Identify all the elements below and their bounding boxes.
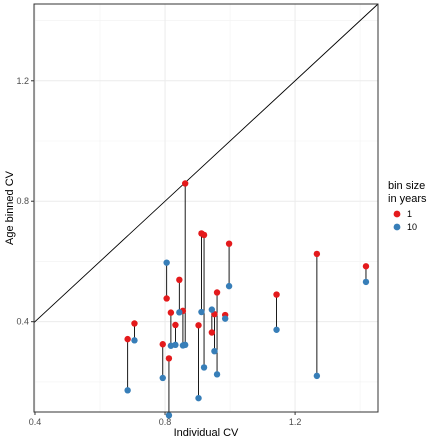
- data-point-series-10: [176, 309, 183, 316]
- x-tick-label: 0.8: [159, 417, 172, 427]
- data-point-series-1: [225, 240, 233, 247]
- y-tick-label: 0.8: [16, 196, 29, 206]
- data-point-series-1: [159, 341, 166, 348]
- data-point-series-10: [221, 315, 229, 322]
- panel-border: [33, 3, 379, 413]
- data-point-series-10: [273, 326, 280, 333]
- data-point-series-1: [273, 291, 280, 298]
- data-point-series-10: [198, 308, 205, 316]
- data-point-series-1: [313, 250, 321, 258]
- data-point-series-10: [225, 282, 233, 290]
- data-point-series-1: [167, 309, 175, 316]
- panel-border-rect: [33, 3, 379, 413]
- data-point-series-10: [124, 387, 131, 394]
- legend-label-1: 1: [407, 209, 412, 219]
- data-point-series-10: [211, 347, 218, 355]
- data-point-series-1: [124, 335, 131, 343]
- data-point-series-1: [200, 231, 208, 239]
- identity-diagonal: [33, 3, 379, 323]
- x-tick-label: 0.4: [29, 417, 42, 427]
- data-point-series-10: [159, 374, 166, 382]
- data-point-series-10: [181, 341, 189, 349]
- data-point-series-1: [208, 329, 216, 336]
- x-tick-label: 1.2: [289, 417, 302, 427]
- data-point-series-1: [172, 321, 179, 329]
- data-point-series-1: [362, 263, 370, 270]
- data-point-series-1: [181, 180, 189, 187]
- y-tick-label: 0.4: [16, 317, 29, 327]
- data-point-series-10: [362, 278, 370, 286]
- legend-label-10: 10: [407, 222, 417, 232]
- legend-items: 110: [393, 209, 417, 232]
- data-point-series-10: [200, 364, 208, 371]
- data-point-series-10: [213, 371, 221, 378]
- legend-title-line-1: bin size: [388, 180, 425, 192]
- data-point-series-1: [176, 276, 183, 284]
- data-points: [124, 180, 370, 419]
- data-point-series-10: [195, 394, 202, 402]
- y-axis-title: Age binned CV: [4, 170, 16, 245]
- data-point-series-1: [195, 322, 202, 329]
- data-point-series-10: [163, 259, 170, 266]
- data-point-series-10: [131, 337, 138, 344]
- legend-key-1: [393, 210, 401, 218]
- identity-line: [33, 3, 379, 323]
- data-point-series-1: [213, 289, 221, 296]
- legend-title-line-2: in years: [388, 193, 427, 205]
- grid-lines: [34, 4, 378, 412]
- data-point-series-10: [313, 372, 321, 380]
- data-point-series-1: [131, 320, 138, 327]
- data-point-series-1: [163, 295, 170, 302]
- connector-segments: [127, 183, 367, 416]
- legend: bin size in years 110: [388, 180, 427, 232]
- y-tick-label: 1.2: [16, 76, 29, 86]
- x-axis-title: Individual CV: [174, 427, 239, 439]
- data-point-series-10: [172, 341, 179, 349]
- plot-panel: [34, 4, 378, 412]
- panel-background: [34, 4, 378, 412]
- legend-key-10: [393, 223, 401, 231]
- axes: 0.4 0.8 1.2 0.4 0.8 1.2: [16, 76, 301, 427]
- data-point-series-10: [165, 412, 173, 419]
- data-point-series-1: [165, 355, 173, 362]
- data-point-series-10: [208, 306, 216, 313]
